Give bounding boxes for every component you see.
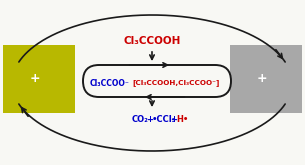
Text: [Cl₃CCOOH,Cl₃CCOO⁻]: [Cl₃CCOOH,Cl₃CCOO⁻] (133, 80, 220, 86)
Text: Cl₃CCOOH: Cl₃CCOOH (123, 36, 181, 46)
Text: +: + (170, 115, 177, 123)
Text: CO₂: CO₂ (132, 115, 149, 123)
Text: +: + (257, 72, 268, 85)
Text: Cl₃CCOO⁻: Cl₃CCOO⁻ (90, 79, 130, 87)
Bar (230, 45, 302, 113)
Text: +: + (146, 115, 153, 123)
Bar (3, 45, 75, 113)
Text: +: + (30, 72, 41, 85)
Text: H•: H• (176, 115, 188, 123)
Text: •CCl₃: •CCl₃ (152, 115, 176, 123)
